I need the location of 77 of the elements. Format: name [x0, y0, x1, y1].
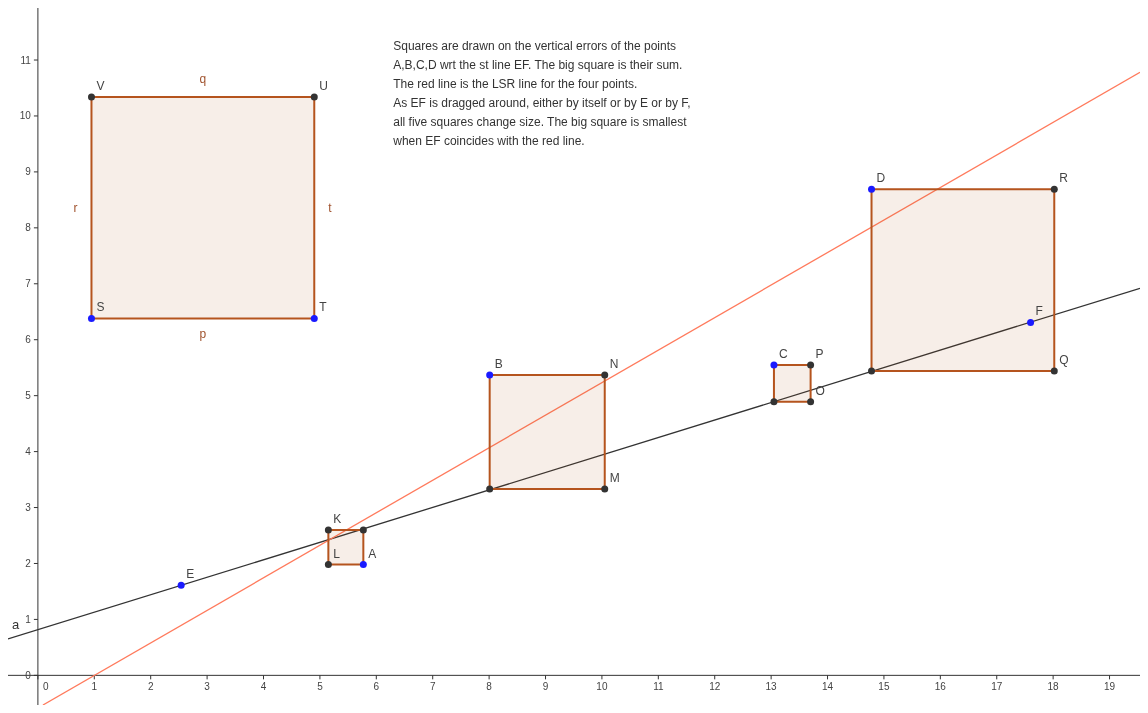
x-tick-label: 11	[653, 681, 664, 693]
point	[1027, 318, 1035, 326]
annotation: r	[73, 200, 78, 215]
point	[868, 185, 876, 193]
annotation: K	[333, 511, 342, 526]
point	[770, 398, 778, 406]
x-tick-label: 6	[373, 681, 380, 693]
x-tick-label: 0	[43, 681, 50, 693]
x-tick-label: 15	[878, 681, 890, 693]
point	[87, 93, 95, 101]
point	[1050, 367, 1058, 375]
point	[486, 485, 494, 493]
x-tick-label: 14	[821, 681, 834, 693]
y-tick-label: 9	[25, 166, 32, 178]
annotation: Q	[1059, 353, 1069, 368]
x-tick-label: 1	[91, 681, 98, 693]
y-tick-label: 2	[25, 557, 32, 569]
point	[807, 361, 815, 369]
annotation: p	[199, 327, 207, 342]
point	[324, 526, 332, 534]
x-tick-label: 8	[486, 681, 493, 693]
annotation: t	[328, 200, 333, 215]
x-tick-label: 13	[765, 681, 778, 693]
point	[868, 367, 876, 375]
series-label: a	[12, 616, 20, 632]
y-tick-label: 5	[25, 390, 32, 402]
annotation: V	[96, 78, 105, 93]
x-tick-label: 3	[204, 681, 211, 693]
annotation: S	[96, 300, 105, 315]
point	[770, 361, 778, 369]
point	[87, 314, 95, 322]
point	[310, 93, 318, 101]
y-tick-label: 4	[25, 446, 32, 458]
point	[807, 398, 815, 406]
y-tick-label: 11	[20, 54, 32, 66]
annotation: R	[1059, 171, 1069, 186]
annotation: B	[494, 356, 503, 371]
point	[310, 314, 318, 322]
y-tick-label: 1	[25, 613, 32, 625]
x-tick-label: 5	[317, 681, 324, 693]
x-tick-label: 18	[1047, 681, 1060, 693]
point	[1050, 185, 1058, 193]
annotation: P	[815, 346, 824, 361]
x-tick-label: 2	[147, 681, 154, 693]
x-tick-label: 16	[934, 681, 947, 693]
annotation: U	[319, 78, 328, 93]
point	[601, 371, 609, 379]
y-tick-label: 10	[19, 110, 32, 122]
annotation: M	[609, 471, 620, 486]
annotation: N	[609, 356, 619, 371]
y-tick-label: 3	[25, 502, 32, 514]
annotation: E	[186, 567, 195, 582]
point	[486, 371, 494, 379]
y-tick-label: 7	[25, 278, 32, 290]
point	[601, 485, 609, 493]
x-tick-label: 4	[260, 681, 267, 693]
point	[359, 526, 367, 534]
annotation: C	[778, 346, 788, 361]
annotation: Squares are drawn on the vertical errors of the points A,B,C,D wrt the st line EF. The big square is their sum. The red line is the LSR line for the four points. As EF is dragged around, either by itself or by E or by F, all five squares change size. The big square is smallest when EF coincides with the red line.	[392, 39, 691, 148]
annotation: D	[876, 171, 886, 186]
x-tick-label: 10	[596, 681, 608, 693]
annotation: q	[199, 71, 207, 86]
x-tick-label: 7	[429, 681, 436, 693]
x-tick-label: 12	[709, 681, 721, 693]
x-tick-label: 17	[991, 681, 1003, 693]
point	[359, 561, 367, 569]
point	[177, 581, 185, 589]
y-tick-label: 8	[25, 222, 32, 234]
point	[324, 561, 332, 569]
annotation: L	[333, 546, 341, 561]
annotation: O	[815, 383, 825, 398]
annotation: A	[368, 546, 377, 561]
x-tick-label: 19	[1103, 681, 1116, 693]
y-tick-label: 6	[25, 334, 32, 346]
annotation: T	[319, 300, 328, 315]
annotation: F	[1035, 304, 1043, 319]
x-tick-label: 9	[542, 681, 549, 693]
